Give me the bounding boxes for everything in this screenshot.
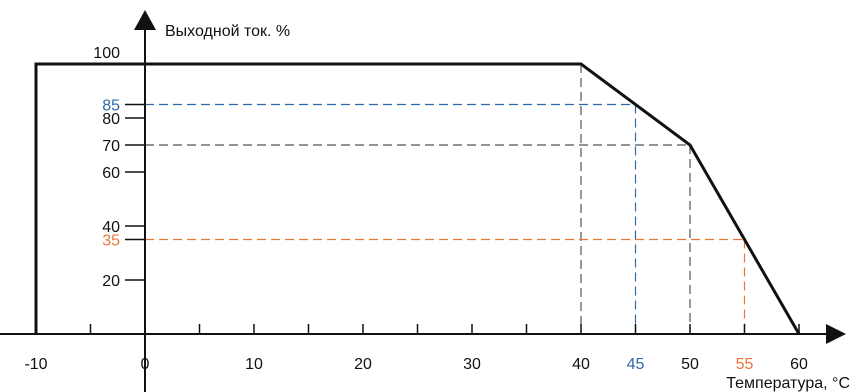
series bbox=[34, 62, 801, 335]
y-tick-label: 40 bbox=[102, 219, 120, 236]
x-tick-label: 50 bbox=[681, 356, 699, 373]
x-axis-title: Температура, °С bbox=[726, 375, 850, 392]
x-tick-label: 45 bbox=[627, 356, 645, 373]
x-tick-label: 20 bbox=[354, 356, 372, 373]
x-axis-arrow bbox=[826, 324, 846, 344]
x-tick-label: 40 bbox=[572, 356, 590, 373]
x-tick-label: 10 bbox=[245, 356, 263, 373]
x-tick-label: -10 bbox=[24, 356, 47, 373]
y-tick-label: 70 bbox=[102, 138, 120, 155]
y-tick-label: 100 bbox=[93, 45, 120, 62]
y-tick-label: 35 bbox=[102, 233, 120, 250]
x-tick-label: 30 bbox=[463, 356, 481, 373]
guide-lines bbox=[145, 63, 746, 334]
series-line bbox=[34, 62, 801, 335]
x-tick-label: 0 bbox=[141, 356, 150, 373]
x-tick-label: 60 bbox=[790, 356, 808, 373]
y-tick-label: 20 bbox=[102, 273, 120, 290]
y-axis-arrow bbox=[134, 10, 156, 30]
x-tick-label: 55 bbox=[736, 356, 754, 373]
y-tick-label: 80 bbox=[102, 111, 120, 128]
y-tick-label: 85 bbox=[102, 98, 120, 115]
axes bbox=[0, 10, 846, 392]
y-axis-title: Выходной ток. % bbox=[165, 23, 290, 40]
y-tick-label: 60 bbox=[102, 165, 120, 182]
